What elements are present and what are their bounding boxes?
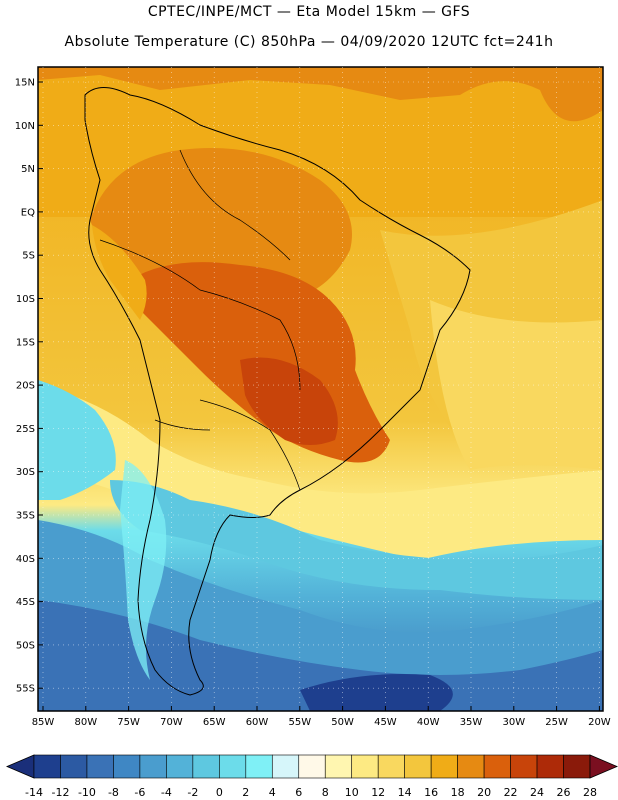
colorbar-swatch [377,754,405,779]
lon-label: 30W [502,717,525,728]
lat-label: 5S [22,251,35,262]
map-frame [37,66,604,712]
colorbar-swatch [510,754,538,779]
colorbar-label: 24 [530,786,544,799]
colorbar-swatch [192,754,220,779]
colorbar-swatch [113,754,141,779]
colorbar-label: 16 [424,786,438,799]
colorbar-label: -4 [161,786,172,799]
colorbar-swatch [60,754,88,779]
lat-label: 10N [15,121,35,132]
lon-label: 25W [545,717,568,728]
colorbar-swatch [536,754,564,779]
lon-label: 65W [203,717,226,728]
lat-label: EQ [21,207,35,218]
colorbar-swatch [324,754,353,779]
temperature-field [38,67,603,711]
lon-label: 55W [288,717,311,728]
colorbar-swatch [430,754,458,779]
colorbar-swatch [457,754,485,779]
colorbar-swatch [86,754,114,779]
latitude-axis: 15N 10N 5N EQ 5S 10S 15S 20S 25S 30S 35S 40S 45S 50S 5… [15,78,43,695]
colorbar-high-arrow [589,754,618,779]
graticule [38,67,603,711]
longitude-axis: 85W 80W 75W 70W 65W 60W 55W 50W 45W 40W 35W 30W 25W 2… [32,706,611,728]
colorbar-swatch [245,754,273,779]
lat-label: 40S [16,554,35,565]
colorbar-swatch [404,754,432,779]
colorbar-swatch [298,754,326,779]
lat-label: 55S [16,684,35,695]
colorbar-label: 20 [477,786,491,799]
colorbar-label: -2 [187,786,198,799]
lon-label: 85W [32,717,55,728]
lon-label: 75W [117,717,140,728]
colorbar-label: 2 [242,786,249,799]
colorbar-swatch [33,754,61,779]
lat-label: 10S [16,294,35,305]
lat-label: 25S [16,424,35,435]
lat-label: 45S [16,597,35,608]
colorbar-low-arrow [5,754,35,779]
map-title-line2: Absolute Temperature (C) 850hPa — 04/09/… [64,34,554,50]
colorbar-label: -14 [25,786,43,799]
colorbar-label: 14 [398,786,412,799]
lon-label: 40W [417,717,440,728]
colorbar-label: -12 [51,786,69,799]
colorbar-label: 0 [216,786,223,799]
lat-label: 15S [16,337,35,348]
colorbar-label: 28 [583,786,597,799]
colorbar-swatch [139,754,167,779]
lat-label: 15N [15,78,35,89]
colorbar-swatch [219,754,247,779]
colorbar-label: 10 [345,786,359,799]
lon-label: 20W [588,717,611,728]
colorbar-label: -8 [108,786,119,799]
lat-label: 35S [16,511,35,522]
colorbar-label: 8 [322,786,329,799]
lon-label: 80W [74,717,97,728]
colorbar-swatch [351,754,379,779]
lon-label: 70W [160,717,183,728]
lat-label: 30S [16,467,35,478]
colorbar-label: 22 [504,786,518,799]
color-scale-legend: -14 -12 -10 -8 -6 -4 -2 0 2 4 6 8 10 12 14 16 18 20 22 24 26… [5,754,618,799]
colorbar-swatch [563,754,591,779]
map-title-line1: CPTEC/INPE/MCT — Eta Model 15km — GFS [147,4,471,20]
country-borders [99,149,301,491]
lat-label: 5N [21,164,35,175]
colorbar-swatch [271,754,300,779]
colorbar-swatch [483,754,511,779]
colorbar-label: 26 [557,786,571,799]
coastline [84,87,471,696]
lon-label: 50W [331,717,354,728]
colorbar-label: -6 [134,786,145,799]
colorbar-label: 4 [269,786,276,799]
lat-label: 20S [16,381,35,392]
colorbar-label: -10 [78,786,96,799]
lon-label: 45W [374,717,397,728]
lon-label: 60W [246,717,269,728]
colorbar-label: 6 [295,786,302,799]
colorbar-label: 18 [451,786,465,799]
colorbar-label: 12 [371,786,385,799]
lon-label: 35W [460,717,483,728]
lat-label: 50S [16,640,35,651]
colorbar-swatch [166,754,194,779]
